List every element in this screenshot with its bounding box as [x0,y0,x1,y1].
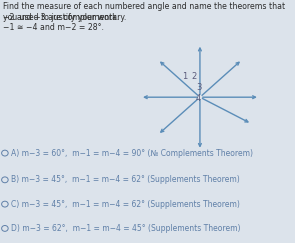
Text: C) m−3 = 45°,  m−1 = m−4 = 62° (Supplements Theorem): C) m−3 = 45°, m−1 = m−4 = 62° (Supplemen… [12,200,240,209]
Text: −2 and −3 are complementary.: −2 and −3 are complementary. [3,13,126,22]
Text: Find the measure of each numbered angle and name the theorems that you used to j: Find the measure of each numbered angle … [3,2,285,22]
Text: 4: 4 [196,94,201,103]
Text: 3: 3 [196,83,201,92]
Text: D) m−3 = 62°,  m−1 = m−4 = 45° (Supplements Theorem): D) m−3 = 62°, m−1 = m−4 = 45° (Supplemen… [12,224,241,233]
Text: A) m−3 = 60°,  m−1 = m−4 = 90° (№ Complements Theorem): A) m−3 = 60°, m−1 = m−4 = 90° (№ Complem… [12,148,253,158]
Text: 1: 1 [182,72,188,81]
Text: −1 ≅ −4 and m−2 = 28°.: −1 ≅ −4 and m−2 = 28°. [3,23,104,32]
Text: 2: 2 [192,72,197,81]
Text: B) m−3 = 45°,  m−1 = m−4 = 62° (Supplements Theorem): B) m−3 = 45°, m−1 = m−4 = 62° (Supplemen… [12,175,240,184]
